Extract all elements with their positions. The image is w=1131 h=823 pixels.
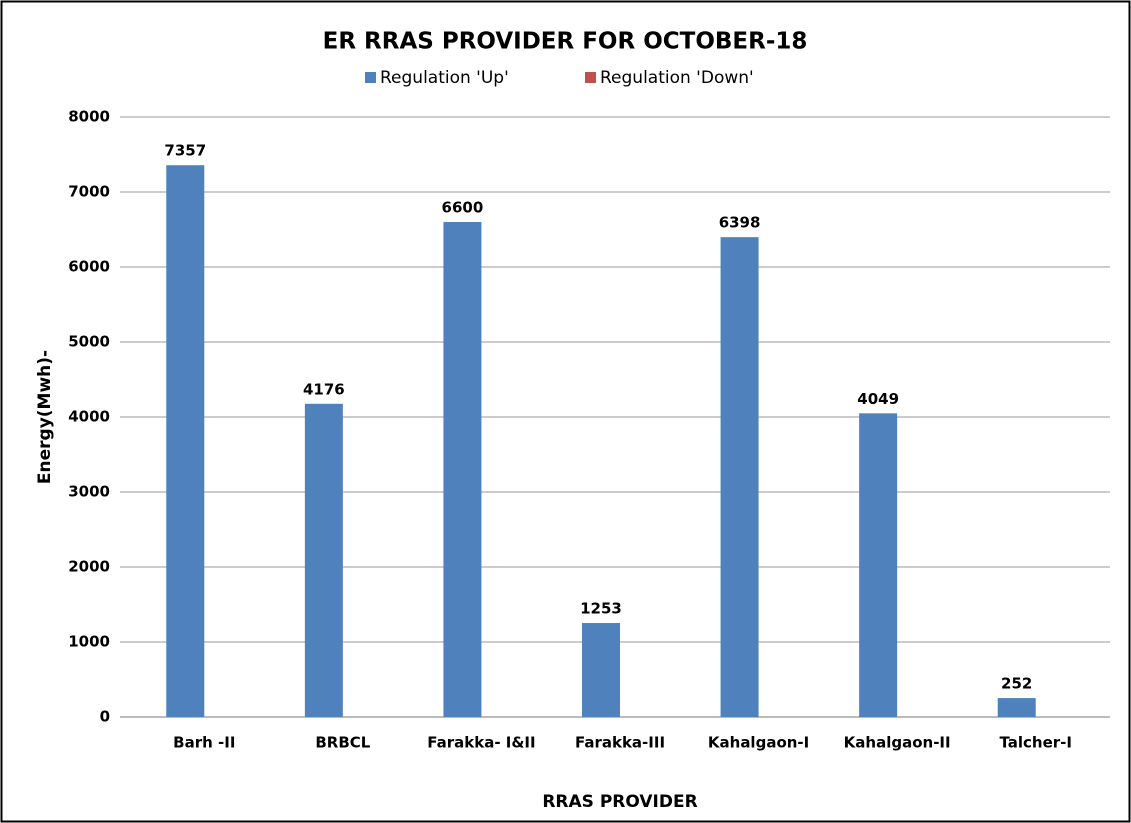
bar <box>304 403 343 717</box>
y-tick-label: 3000 <box>68 483 110 501</box>
legend-label: Regulation 'Down' <box>600 68 754 88</box>
x-tick-label: Farakka- I&II <box>427 734 535 752</box>
value-label: 6600 <box>442 199 484 217</box>
y-tick-label: 7000 <box>68 183 110 201</box>
x-tick-label: Kahalgaon-I <box>708 734 809 752</box>
value-label: 252 <box>1001 675 1032 693</box>
bar <box>720 237 759 717</box>
bar <box>997 698 1036 717</box>
legend-swatch <box>585 72 596 83</box>
x-tick-label: Kahalgaon-II <box>844 734 951 752</box>
x-axis-title: RRAS PROVIDER <box>542 792 697 812</box>
bar <box>166 165 205 718</box>
y-tick-label: 4000 <box>68 408 110 426</box>
y-tick-label: 5000 <box>68 333 110 351</box>
legend-swatch <box>365 72 376 83</box>
value-label: 1253 <box>580 600 622 618</box>
bar <box>582 623 620 717</box>
bar <box>443 222 482 717</box>
x-tick-label: Barh -II <box>173 734 235 752</box>
bar <box>859 413 898 717</box>
legend-label: Regulation 'Up' <box>380 68 509 88</box>
value-label: 4176 <box>303 380 345 398</box>
y-tick-label: 0 <box>100 708 110 726</box>
x-tick-label: BRBCL <box>315 734 370 752</box>
value-label: 6398 <box>719 214 761 232</box>
chart-title: ER RRAS PROVIDER FOR OCTOBER-18 <box>323 29 808 55</box>
y-tick-label: 6000 <box>68 258 110 276</box>
y-tick-label: 2000 <box>68 558 110 576</box>
x-tick-label: Farakka-III <box>575 734 665 752</box>
y-tick-label: 1000 <box>68 633 110 651</box>
x-tick-label: Talcher-I <box>999 734 1072 752</box>
y-axis-title: Energy(Mwh)- <box>35 350 55 484</box>
value-label: 7357 <box>164 142 206 160</box>
y-tick-label: 8000 <box>68 108 110 126</box>
value-label: 4049 <box>857 390 899 408</box>
